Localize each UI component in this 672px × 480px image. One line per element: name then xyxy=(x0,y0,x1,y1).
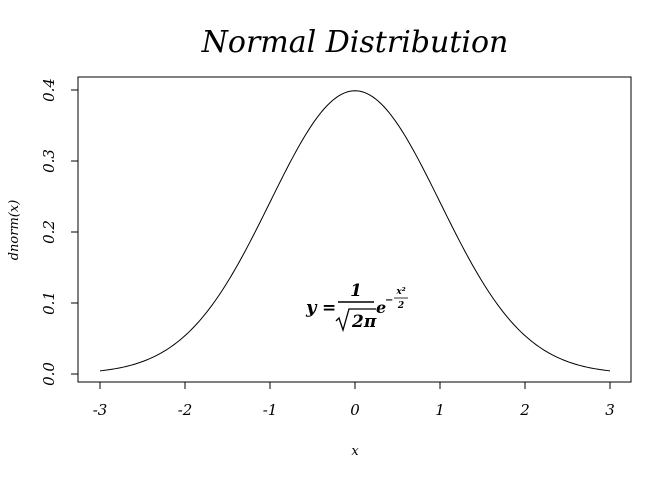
formula-y: y xyxy=(305,297,318,318)
x-tick-label: 2 xyxy=(519,401,530,419)
formula-exp-denominator: 2 xyxy=(397,301,404,311)
y-tick-label: 0.4 xyxy=(40,78,58,102)
x-tick-label: -2 xyxy=(178,401,193,419)
x-tick-label: 1 xyxy=(435,401,445,419)
chart-title: Normal Distribution xyxy=(201,25,509,60)
x-tick-label: 3 xyxy=(605,401,615,419)
y-tick-label: 0.1 xyxy=(40,291,58,315)
formula-annotation: y = 1 2π e − x² 2 xyxy=(305,281,408,333)
y-tick-label: 0.3 xyxy=(40,149,58,173)
formula-exp-numerator: x² xyxy=(395,287,405,297)
x-tick-label: -3 xyxy=(93,401,108,419)
y-tick-label: 0.0 xyxy=(40,362,58,386)
y-tick-label: 0.2 xyxy=(40,220,58,244)
formula-numerator: 1 xyxy=(350,281,362,301)
x-axis: -3 -2 -1 0 1 2 3 xyxy=(93,381,615,419)
plot-frame xyxy=(77,76,632,383)
x-tick-label: -1 xyxy=(263,401,278,419)
formula-equals: = xyxy=(322,298,336,318)
x-axis-label: x xyxy=(351,444,359,459)
formula-e: e xyxy=(376,298,386,317)
y-axis-label: dnorm(x) xyxy=(7,200,22,261)
x-tick-label: 0 xyxy=(350,401,360,419)
sqrt-sign xyxy=(335,308,376,333)
y-axis: 0.0 0.1 0.2 0.3 0.4 xyxy=(40,78,79,386)
density-curve xyxy=(99,90,611,372)
formula-exp-sign: − xyxy=(385,295,393,306)
formula-denominator: 2π xyxy=(351,312,377,332)
